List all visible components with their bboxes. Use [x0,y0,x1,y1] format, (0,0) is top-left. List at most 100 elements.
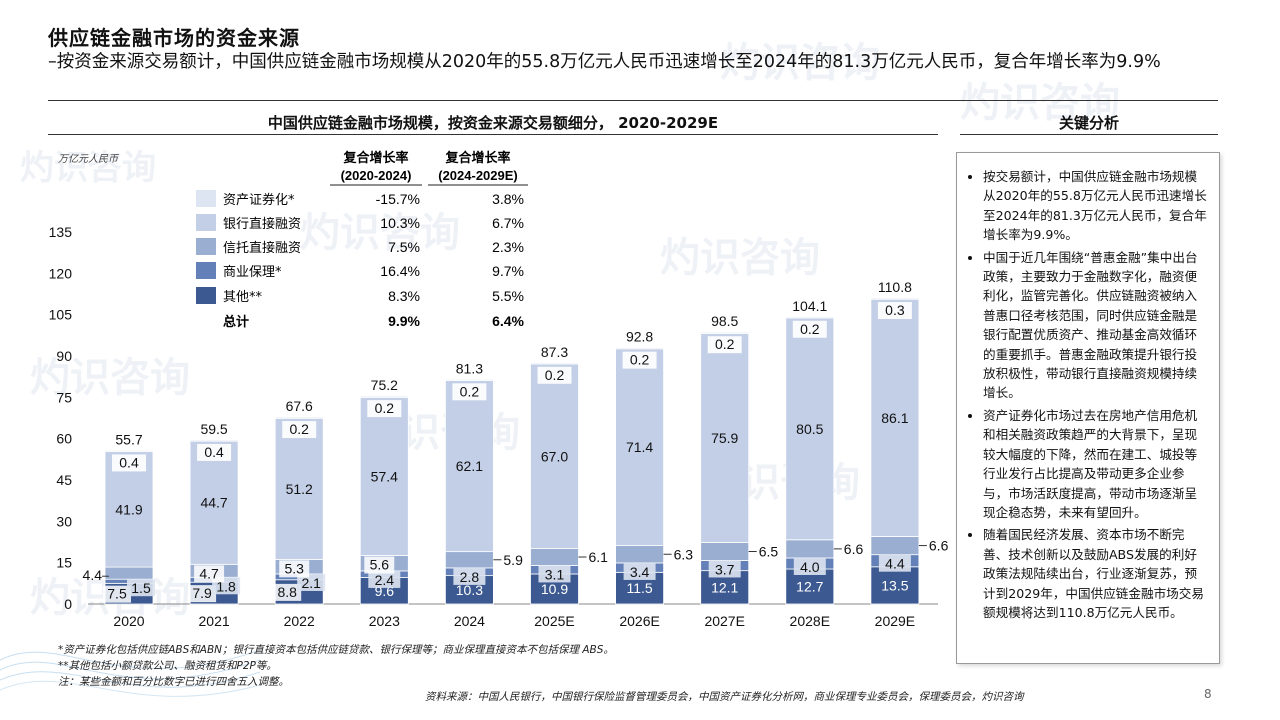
data-label-total: 92.8 [626,329,653,345]
data-label-bank: 86.1 [881,410,908,426]
bar-segment [444,380,494,553]
analysis-bullet: 中国于近几年围绕“普惠金融”集中出台政策，主要致力于金融数字化，融资便利化，监管… [983,248,1207,403]
bar-segment [274,416,324,419]
cagr-header-period: (2024-2029E) [438,168,518,183]
label-bg [279,560,310,578]
bar-segment [530,363,579,550]
data-label-bank: 44.7 [200,495,227,511]
x-tick-label: 2021 [199,613,230,629]
y-tick-label: 60 [56,431,72,447]
cagr-value: 3.8% [492,191,524,207]
cagr-value: 8.3% [388,288,420,304]
data-label-abs: 0.3 [885,302,905,318]
bar-segment [189,440,239,565]
data-label-trust: 5.6 [370,557,390,573]
label-bg [188,585,217,603]
data-label-total: 98.5 [711,313,738,329]
data-label-total: 110.8 [878,279,912,295]
label-bg [112,454,146,472]
data-label-abs: 0.2 [800,321,820,337]
bar-segment [530,362,579,365]
cagr-value: 2.3% [492,239,524,255]
data-label-other: 12.1 [711,579,738,595]
legend-label: 信托直接融资 [223,240,301,256]
cagr-value: 16.4% [380,263,420,279]
data-label-factoring: 3.4 [630,564,650,580]
stacked-bar-chart: 万亿元人民币 0 15 30 45 60 75 90 105 120 135 7.5 1.5 4.4 41.… [49,150,949,629]
bar-segment [104,450,154,453]
bar-segment [359,395,409,398]
analysis-bullet: 随着国民经济发展、资本市场不断完善、技术创新以及鼓励ABS发展的利好政策法规陆续… [983,525,1207,622]
label-bg [127,579,155,597]
data-label-total: 87.3 [541,344,568,360]
y-axis-unit: 万亿元人民币 [58,153,120,165]
y-tick-label: 75 [56,389,72,405]
data-label-trust: 5.3 [284,560,304,576]
data-label-bank: 71.4 [626,439,653,455]
data-label-bank: 67.0 [541,448,568,464]
data-label-factoring: 3.7 [715,561,735,577]
cagr-header: 复合增长率 [444,150,510,166]
data-label-trust: 4.4 [83,567,103,583]
bar-segment [615,545,664,564]
y-tick-label: 105 [49,307,73,323]
bar-segment [359,396,409,556]
label-bg [452,383,487,401]
x-tick-label: 2027E [704,613,744,629]
data-label-factoring: 4.4 [885,556,905,572]
data-label-bank: 51.2 [286,481,313,497]
label-bg [197,443,232,461]
label-bg [537,366,572,384]
bar-segment [615,347,664,350]
data-label-trust: 5.9 [503,552,523,568]
label-bg [367,400,402,418]
bar-segment [189,439,239,442]
legend-swatch [196,262,216,279]
label-bg [194,565,225,583]
side-panel-title: 关键分析 [1058,114,1119,132]
x-tick-label: 2024 [454,613,485,629]
x-tick-label: 2025E [534,613,574,629]
label-bg [877,302,912,320]
label-bg [103,585,131,603]
label-bg [282,421,317,439]
side-panel-divider [960,134,1218,135]
label-bg [707,336,742,354]
legend-label: 其他** [223,290,263,305]
cagr-value: 5.5% [492,288,524,304]
y-tick-label: 90 [56,348,72,364]
bar-segment [700,333,750,543]
label-bg [708,560,741,578]
data-label-bank: 75.9 [711,430,738,446]
y-tick-label: 45 [56,472,72,488]
label-bg [453,567,486,585]
footnote: 注：某些金额和百分比数字已进行四舍五入调整。 [58,676,289,688]
data-label-bank: 41.9 [115,501,142,517]
bar-segment [870,566,920,605]
data-label-other: 8.8 [277,584,297,600]
label-bg [538,565,571,583]
bar-segment [104,566,154,580]
chart-title: 中国供应链金融市场规模，按资金来源交易额细分， 2020-2029E [267,114,719,132]
data-label-factoring: 2.1 [301,575,321,591]
data-label-total: 104.1 [792,298,827,314]
y-tick-label: 135 [49,224,73,240]
cagr-header: 复合增长率 [342,150,408,166]
bar-segment [870,536,920,556]
legend-label: 商业保理* [223,265,282,280]
data-label-bank: 80.5 [796,421,823,437]
legend-label: 银行直接融资 [223,216,301,232]
cagr-value: 7.5% [388,239,420,255]
label-bg [297,573,326,591]
page-title: 供应链金融市场的资金来源 [48,26,300,50]
data-label-factoring: 3.1 [545,566,565,582]
source-note: 资料来源：中国人民银行，中国银行保险监督管理委员会，中国资产证券化分析网，商业保… [425,691,1024,703]
legend-swatch [196,190,216,207]
data-label-trust: 6.1 [589,549,609,565]
data-label-other: 12.7 [796,579,823,595]
page-subtitle: –按资金来源交易额计，中国供应链金融市场规模从2020年的55.8万亿元人民币迅… [48,52,1161,72]
data-label-factoring: 2.8 [460,569,480,585]
data-label-trust: 6.6 [844,541,864,557]
cagr-value: 9.7% [492,263,524,279]
chart-title-divider [48,134,938,135]
